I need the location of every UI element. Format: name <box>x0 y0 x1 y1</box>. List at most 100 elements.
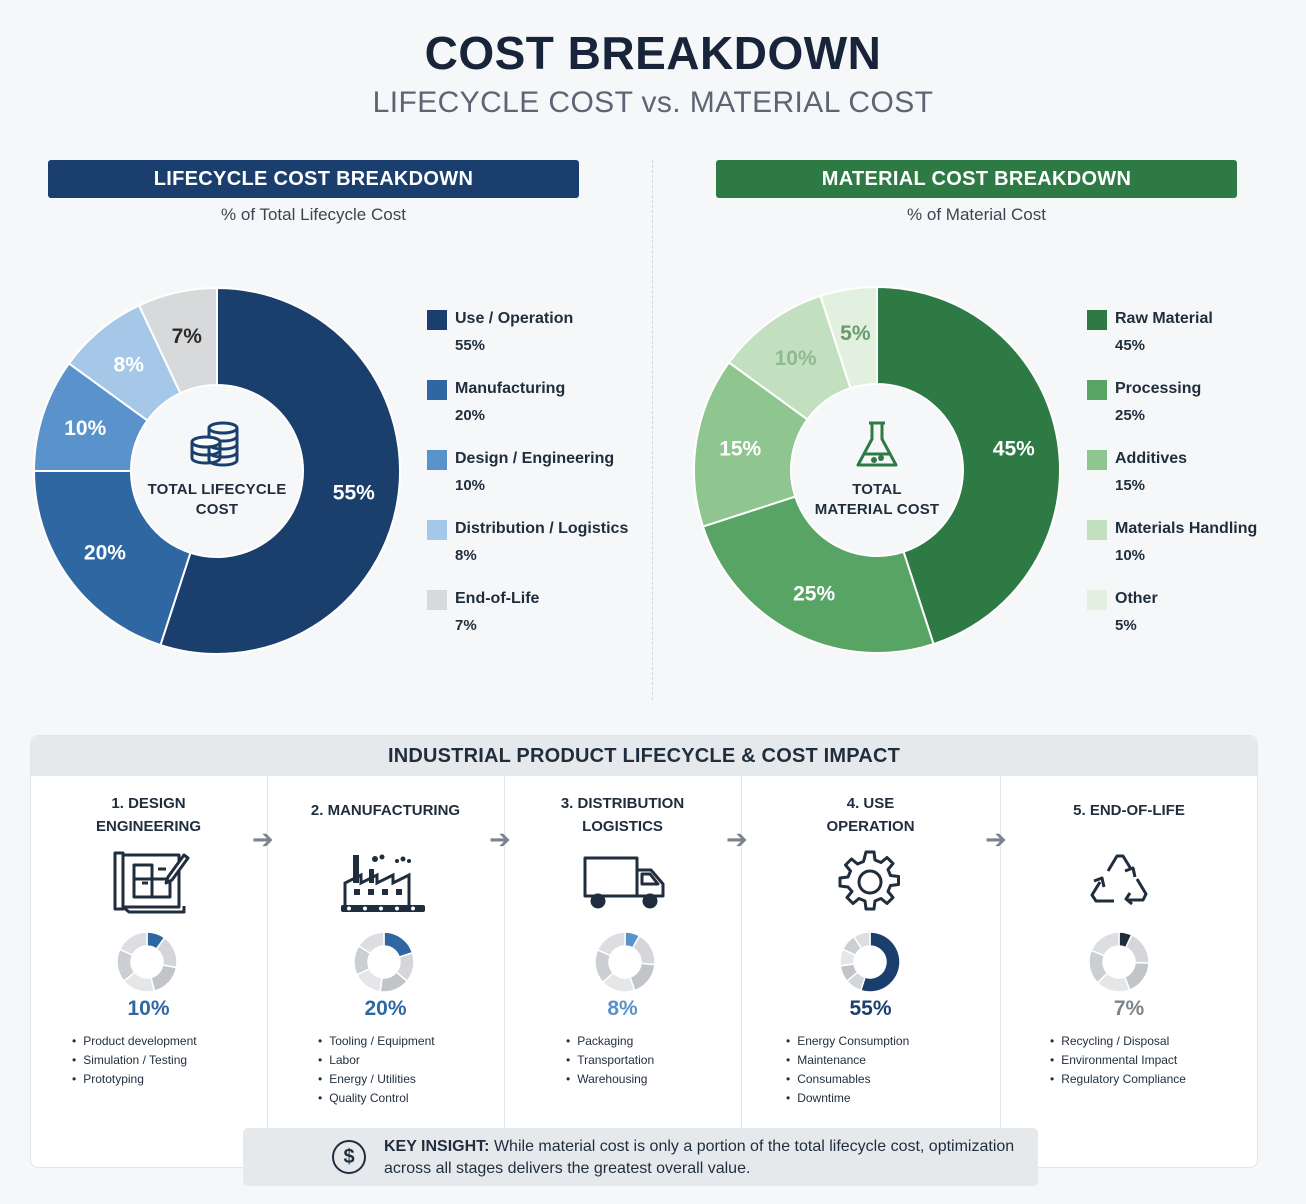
material-slice-2 <box>693 361 809 528</box>
lifecycle-chart-title: LIFECYCLE COST BREAKDOWN <box>48 160 579 198</box>
stage-percent: 7% <box>1113 997 1145 1020</box>
key-insight-text: KEY INSIGHT: While material cost is only… <box>384 1138 1015 1177</box>
stage-donut-design <box>116 931 178 993</box>
material-chart-subtitle: % of Material Cost <box>907 205 1046 224</box>
stage-items: Tooling / Equipment Labor Energy / Utili… <box>318 1032 435 1108</box>
legend-label: Materials Handling <box>1115 520 1258 537</box>
arrow-right-icon: ➔ <box>489 824 511 854</box>
legend-value: 20% <box>455 407 486 424</box>
stage-percent: 20% <box>364 997 407 1020</box>
legend-label: Use / Operation <box>455 310 574 327</box>
legend-value: 10% <box>455 477 486 494</box>
page-subtitle: LIFECYCLE COST vs. MATERIAL COST <box>372 86 934 119</box>
legend-swatch <box>1087 520 1107 540</box>
legend-label: Additives <box>1115 450 1188 467</box>
stage-item: Simulation / Testing <box>72 1051 197 1070</box>
lifecycle-slice-label: 10% <box>64 417 106 440</box>
legend-label: Raw Material <box>1115 310 1213 327</box>
stage-percent: 55% <box>849 997 892 1020</box>
stage-donut-remainder <box>118 931 148 957</box>
lifecycle-slice-label: 8% <box>114 353 145 376</box>
stage-title: 5. END-OF-LIFE <box>1073 802 1185 819</box>
legend-swatch <box>1087 450 1107 470</box>
gear-icon <box>837 849 903 920</box>
legend-swatch <box>1087 590 1107 610</box>
material-slice-label: 15% <box>719 437 761 460</box>
stage-donut-manufacturing <box>353 931 415 993</box>
recycle-icon <box>1086 849 1152 918</box>
stage-item: Product development <box>72 1032 196 1051</box>
stage-donut-end-of-life <box>1088 931 1150 993</box>
stage-divider <box>741 775 742 1130</box>
stage-items: Packaging Transportation Warehousing <box>566 1032 654 1089</box>
material-donut-chart: 45% 25% 15% 10% 5% <box>693 285 1061 654</box>
legend-label: End-of-Life <box>455 590 540 607</box>
stage-item: Recycling / Disposal <box>1050 1032 1186 1051</box>
lifecycle-slice-label: 55% <box>333 482 375 505</box>
section-divider <box>652 160 653 700</box>
key-insight: $ KEY INSIGHT: While material cost is on… <box>243 1128 1038 1186</box>
legend-swatch <box>427 380 447 400</box>
legend-label: Manufacturing <box>455 380 566 397</box>
material-legend: Raw Material 45% Processing 25% Additives 15%… <box>1087 310 1297 650</box>
arrow-right-icon: ➔ <box>985 824 1007 854</box>
stage-divider <box>267 775 268 1130</box>
material-slice-1 <box>701 495 935 654</box>
stage-items: Product development Simulation / Testing… <box>72 1032 197 1089</box>
lifecycle-slice-1 <box>32 470 192 647</box>
stage-item: Energy Consumption <box>786 1032 909 1051</box>
stage-percent: 10% <box>127 997 170 1020</box>
legend-label: Design / Engineering <box>455 450 615 467</box>
material-slice-label: 5% <box>840 322 871 345</box>
arrow-right-icon: ➔ <box>252 824 274 854</box>
arrow-right-icon: ➔ <box>726 824 748 854</box>
flask-icon <box>854 420 900 475</box>
lifecycle-slice-label: 7% <box>172 325 203 348</box>
stage-divider <box>1000 775 1001 1130</box>
stage-end-of-life: 5. END-OF-LIFE 7% Recycling / Disposal E… <box>1000 775 1258 1130</box>
blueprint-icon <box>112 847 190 920</box>
legend-swatch <box>427 450 447 470</box>
lifecycle-panel-heading: INDUSTRIAL PRODUCT LIFECYCLE & COST IMPA… <box>31 736 1257 776</box>
legend-value: 8% <box>455 547 477 564</box>
stage-donut-remainder <box>852 931 871 950</box>
material-slice-label: 45% <box>993 437 1035 460</box>
legend-value: 25% <box>1115 407 1146 424</box>
stage-item: Quality Control <box>318 1089 435 1108</box>
legend-label: Distribution / Logistics <box>455 520 629 537</box>
stage-item: Packaging <box>566 1032 654 1051</box>
material-chart-title: MATERIAL COST BREAKDOWN <box>716 160 1237 198</box>
stage-donut-remainder <box>150 964 178 992</box>
legend-value: 45% <box>1115 337 1146 354</box>
legend-value: 7% <box>455 617 477 634</box>
stage-item: Regulatory Compliance <box>1050 1070 1186 1089</box>
stage-percent: 8% <box>607 997 638 1020</box>
dollar-icon: $ <box>332 1140 366 1174</box>
stage-item: Energy / Utilities <box>318 1070 435 1089</box>
lifecycle-legend: Use / Operation 55% Manufacturing 20% Design… <box>427 310 647 650</box>
stage-item: Transportation <box>566 1051 654 1070</box>
legend-swatch <box>427 520 447 540</box>
stage-items: Energy Consumption Maintenance Consumabl… <box>786 1032 909 1108</box>
factory-icon <box>339 847 429 918</box>
stage-donut-remainder <box>1090 931 1120 957</box>
stage-donut-remainder <box>357 931 385 955</box>
coin-stack-icon <box>188 420 242 475</box>
legend-label: Other <box>1115 590 1158 607</box>
lifecycle-slice-0 <box>159 286 401 655</box>
stage-manufacturing: 2. MANUFACTURING 20% Tooling / Equipment… <box>267 775 504 1130</box>
stage-item: Maintenance <box>786 1051 909 1070</box>
material-slice-0 <box>876 285 1061 646</box>
stage-donut-remainder <box>596 931 626 957</box>
legend-value: 5% <box>1115 617 1137 634</box>
material-slice-4 <box>819 285 878 390</box>
stage-title: 1. DESIGN ENGINEERING <box>95 795 201 835</box>
lifecycle-slice-label: 20% <box>84 541 126 564</box>
legend-swatch <box>427 310 447 330</box>
lifecycle-slice-4 <box>137 286 218 395</box>
legend-swatch <box>427 590 447 610</box>
stage-donut-remainder <box>1124 933 1150 964</box>
lifecycle-chart-subtitle: % of Total Lifecycle Cost <box>221 205 406 224</box>
